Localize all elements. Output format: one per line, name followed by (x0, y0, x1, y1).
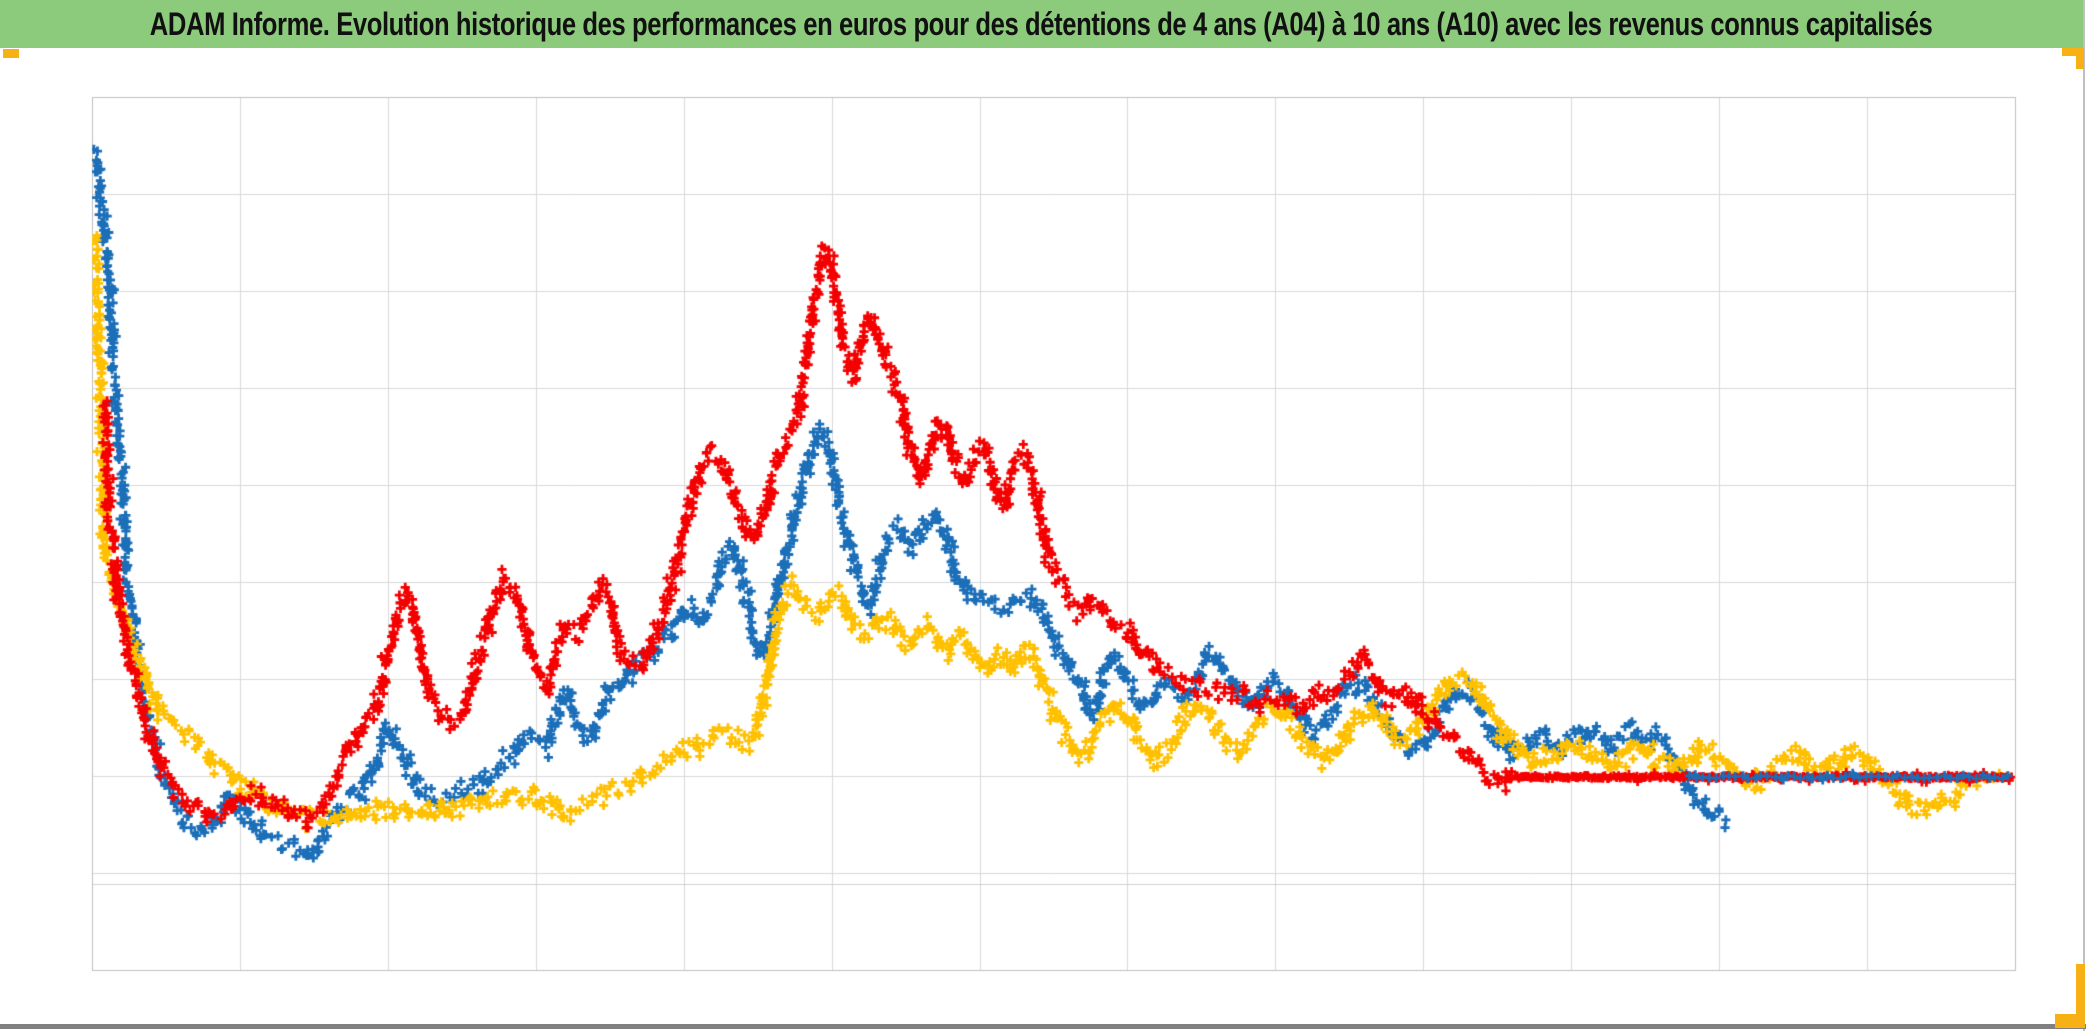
accent-mark-left (3, 49, 19, 58)
accent-corner-top-right-v (2076, 48, 2084, 69)
accent-corner-bottom-right-v (2076, 964, 2085, 1028)
title-bar: ADAM Informe. Evolution historique des p… (0, 0, 2083, 48)
accent-corner-bottom-right-h (2055, 1014, 2085, 1028)
page-title: ADAM Informe. Evolution historique des p… (150, 5, 1933, 42)
right-edge-line (2083, 0, 2085, 1031)
bottom-rule (0, 1024, 2086, 1029)
accent-corner-top-right-h (2062, 48, 2084, 56)
